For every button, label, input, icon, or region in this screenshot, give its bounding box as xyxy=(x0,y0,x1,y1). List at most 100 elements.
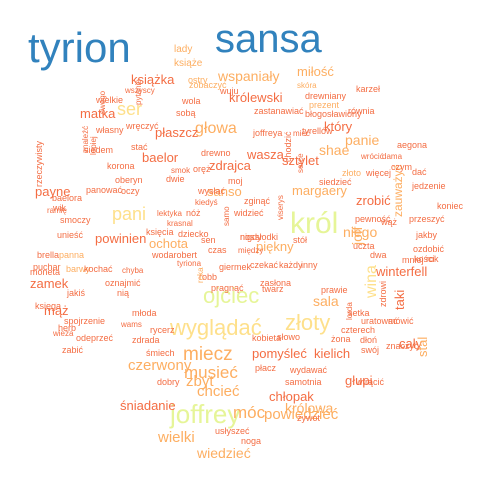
word-36: książka xyxy=(131,72,175,87)
word-128: puchar xyxy=(33,262,61,272)
word-44: zrobić xyxy=(356,193,391,208)
word-63: ostry xyxy=(188,75,208,85)
word-39: baelor xyxy=(142,150,179,165)
word-179: serce xyxy=(296,153,305,173)
word-2: król xyxy=(290,207,338,240)
word-60: prezent xyxy=(309,100,340,110)
word-94: moj xyxy=(228,176,243,186)
word-136: dwa xyxy=(370,250,387,260)
word-161: słowo xyxy=(277,332,300,342)
word-116: jakby xyxy=(415,230,438,240)
word-157: czterech xyxy=(341,325,375,335)
word-87: rzeczywisty xyxy=(34,140,44,187)
word-72: joffreya xyxy=(252,128,282,138)
word-163: dłoń xyxy=(360,335,377,345)
word-78: dać xyxy=(412,167,427,177)
word-59: karzeł xyxy=(356,84,380,94)
word-19: głowa xyxy=(195,120,237,137)
word-167: swój xyxy=(361,345,379,355)
word-145: zasłona xyxy=(260,278,291,288)
word-42: sztylet xyxy=(282,153,319,168)
word-57: zobaczyć xyxy=(189,80,227,90)
word-111: krasnal xyxy=(167,219,193,228)
word-137: mniej xyxy=(402,255,424,265)
word-5: ojciec xyxy=(203,283,259,308)
word-49: matka xyxy=(80,106,116,121)
word-182: lorda xyxy=(345,302,354,320)
word-118: panna xyxy=(59,250,84,260)
word-67: wola xyxy=(181,96,201,106)
word-153: uratować xyxy=(361,316,398,326)
word-70: błogosławiony xyxy=(305,109,362,119)
word-73: tyrellów xyxy=(302,126,333,136)
word-123: stół xyxy=(293,235,307,245)
word-74: aegona xyxy=(397,140,427,150)
word-175: noga xyxy=(241,436,261,446)
word-32: kielich xyxy=(314,346,350,361)
word-104: nóż xyxy=(186,208,201,218)
word-150: wieża xyxy=(52,329,74,338)
word-92: siedzieć xyxy=(319,177,352,187)
word-147: spojrzenie xyxy=(64,316,105,326)
word-96: panować xyxy=(86,185,123,195)
word-106: widzieć xyxy=(233,208,264,218)
word-125: ozdobić xyxy=(413,244,445,254)
word-149: księga xyxy=(35,301,61,311)
word-181: pytanie xyxy=(134,79,143,105)
word-101: ramię xyxy=(47,206,68,215)
word-35: chłopak xyxy=(269,389,314,404)
word-154: mówić xyxy=(388,316,414,326)
word-165: śmiech xyxy=(146,348,175,358)
word-38: królewski xyxy=(229,90,283,105)
word-20: wspaniały xyxy=(217,68,279,84)
word-185: ręka xyxy=(196,267,205,283)
word-16: wiedzieć xyxy=(196,445,251,461)
word-138: kości xyxy=(414,254,435,264)
word-91: dwie xyxy=(166,174,185,184)
word-159: zdrada xyxy=(132,335,160,345)
word-184: między xyxy=(238,246,263,255)
word-135: inny xyxy=(301,260,318,270)
word-51: cały xyxy=(399,336,423,351)
word-64: wuju xyxy=(219,86,239,96)
word-97: oczy xyxy=(121,186,140,196)
word-18: królowa xyxy=(285,400,333,416)
word-173: usłyszeć xyxy=(215,426,250,436)
word-84: korona xyxy=(107,161,135,171)
word-82: siedem xyxy=(84,145,113,155)
word-120: wodarobert xyxy=(151,250,198,260)
word-61: skóra xyxy=(297,81,317,90)
word-79: złoto xyxy=(342,168,361,178)
word-11: móc xyxy=(233,403,266,422)
word-23: sala xyxy=(313,293,339,309)
word-102: wik xyxy=(52,203,66,213)
word-177: znaleźć xyxy=(81,126,90,153)
word-56: książe xyxy=(174,58,203,69)
word-189: nigdy xyxy=(240,232,262,242)
word-34: śniadanie xyxy=(120,398,176,413)
word-130: chyba xyxy=(122,266,144,275)
word-113: księcia xyxy=(146,227,174,237)
word-140: jakiś xyxy=(66,288,86,298)
word-21: wina xyxy=(363,265,380,299)
word-126: moneta xyxy=(30,267,60,277)
word-37: miłość xyxy=(297,64,334,79)
word-155: herb xyxy=(58,323,76,333)
word-158: odeprzeć xyxy=(76,333,114,343)
word-41: wasza xyxy=(246,147,285,162)
word-10: musieć xyxy=(184,363,238,382)
word-99: zginąć xyxy=(244,196,271,206)
word-174: żywot xyxy=(297,413,321,423)
word-80: więcej xyxy=(365,168,391,178)
word-54: zauważyć xyxy=(391,164,405,217)
word-169: dobry xyxy=(157,377,180,387)
word-168: znaczyć xyxy=(386,341,419,351)
word-58: drewniany xyxy=(305,91,347,101)
word-93: chodzić xyxy=(283,131,293,162)
word-4: wyglądać xyxy=(169,315,262,340)
word-105: kiedyś xyxy=(195,198,218,207)
word-17: wielki xyxy=(157,429,195,446)
word-171: samotnia xyxy=(285,377,322,387)
word-139: rok xyxy=(426,254,439,264)
